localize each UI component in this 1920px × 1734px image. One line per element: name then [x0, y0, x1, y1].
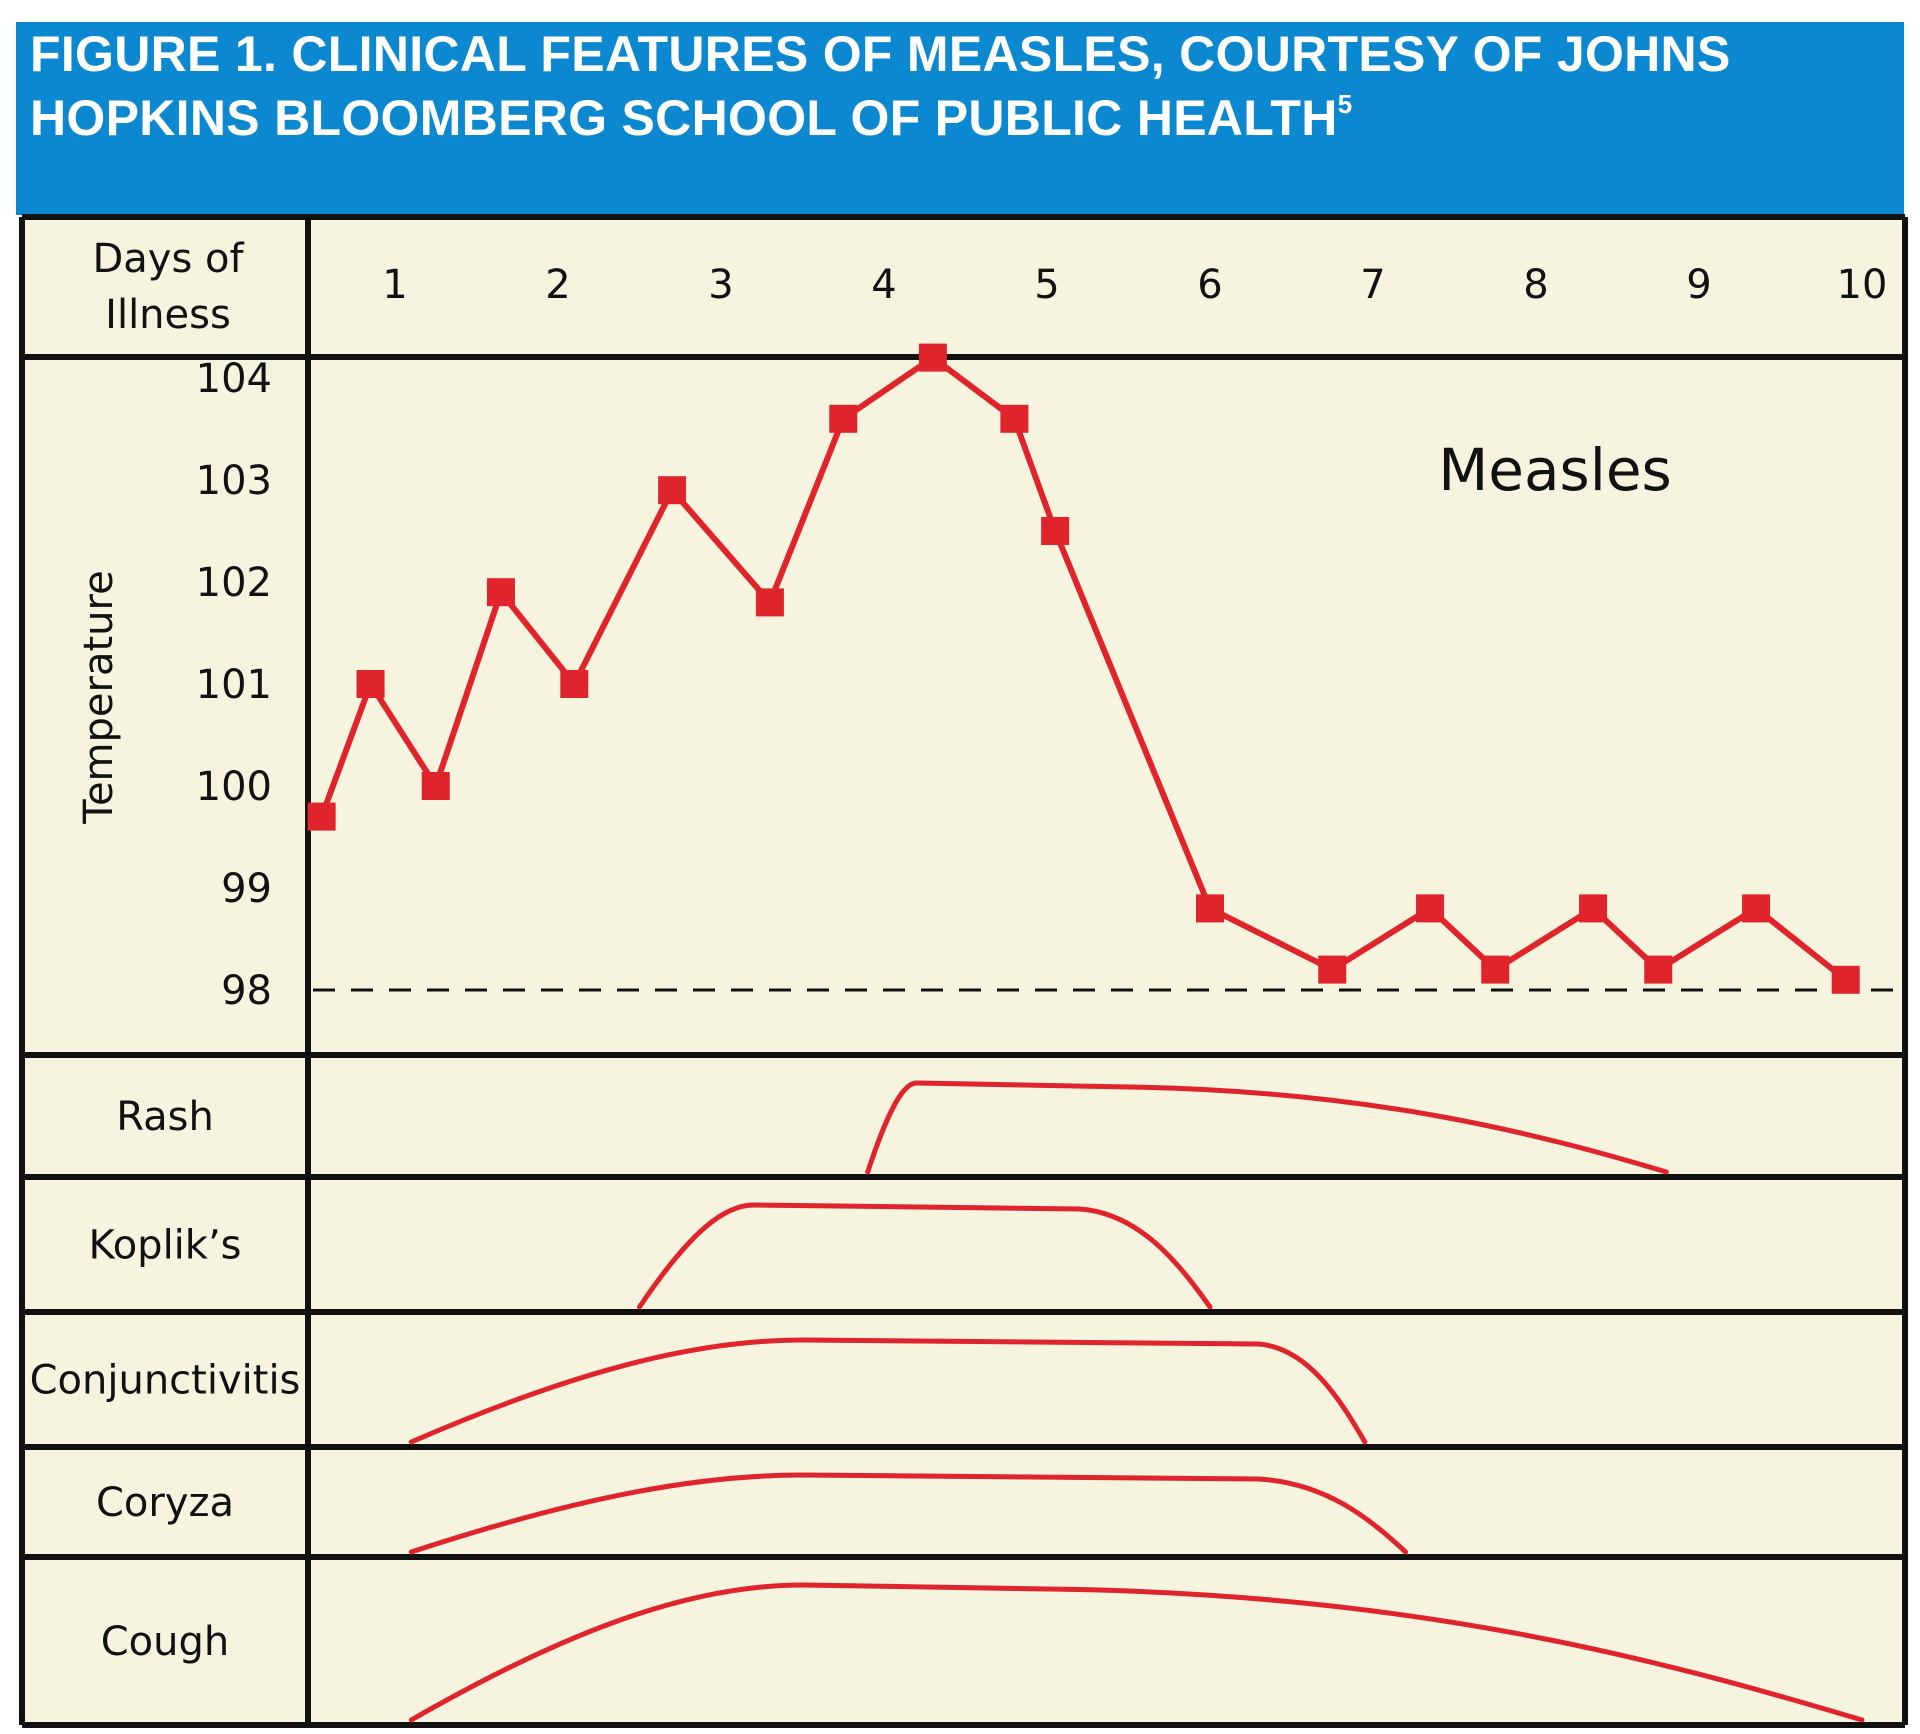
symptom-duration-curves [408, 1080, 1865, 1723]
symptom-row-labels: Rash Koplik’s Conjunctivitis Coryza Cough [30, 1094, 301, 1665]
chart-panel-background [22, 217, 1907, 1725]
symptom-curve-conjunctivitis [408, 1337, 1368, 1445]
days-of-illness-header-line2: Illness [105, 292, 231, 338]
table-grid [19, 214, 1908, 1728]
temperature-point [1831, 965, 1860, 994]
symptom-label-rash: Rash [116, 1094, 214, 1140]
symptom-curve-cough [408, 1582, 1865, 1723]
day-tick-5: 5 [1034, 262, 1059, 308]
figure-title: FIGURE 1. CLINICAL FEATURES OF MEASLES, … [30, 22, 1850, 150]
temperature-point [1742, 894, 1771, 923]
temperature-tick-labels: 104 103 102 101 100 99 98 [196, 356, 272, 1014]
day-tick-1: 1 [382, 262, 407, 308]
days-of-illness-header-line1: Days of [92, 236, 244, 282]
symptom-label-kopliks: Koplik’s [88, 1223, 241, 1269]
symptom-label-cough: Cough [101, 1619, 230, 1665]
title-banner [16, 22, 1904, 215]
temperature-point [1041, 517, 1070, 545]
day-tick-8: 8 [1523, 262, 1548, 308]
temp-tick-101: 101 [196, 662, 272, 708]
temp-tick-100: 100 [196, 764, 272, 810]
day-tick-9: 9 [1686, 262, 1711, 308]
temperature-point [560, 670, 589, 698]
temperature-point [421, 772, 450, 800]
day-tick-4: 4 [871, 262, 896, 308]
temperature-point [1000, 404, 1029, 433]
temperature-point [1579, 894, 1608, 923]
temperature-point [755, 588, 784, 617]
measles-series-label: Measles [1438, 436, 1672, 504]
temperature-point [1416, 894, 1445, 923]
day-tick-7: 7 [1360, 262, 1385, 308]
symptom-curve-rash [865, 1080, 1669, 1175]
temperature-point [1481, 955, 1510, 984]
temp-tick-103: 103 [196, 458, 272, 504]
temp-tick-102: 102 [196, 560, 272, 606]
figure-title-text: FIGURE 1. CLINICAL FEATURES OF MEASLES, … [30, 26, 1731, 146]
day-tick-6: 6 [1197, 262, 1222, 308]
temperature-point [1318, 955, 1347, 984]
symptom-curve-kopliks [637, 1202, 1213, 1310]
temperature-point [829, 404, 858, 433]
temperature-point [307, 802, 336, 831]
temperature-axis-label: Temperature [76, 570, 122, 824]
day-tick-3: 3 [708, 262, 733, 308]
temperature-point [1644, 955, 1673, 984]
symptom-label-coryza: Coryza [96, 1480, 234, 1526]
day-tick-2: 2 [545, 262, 570, 308]
temp-tick-104: 104 [196, 356, 272, 402]
temperature-point [356, 670, 385, 698]
day-tick-10: 10 [1837, 262, 1888, 308]
temp-tick-98: 98 [221, 968, 272, 1014]
temperature-point [658, 476, 687, 505]
day-tick-labels: 1 2 3 4 5 6 7 8 9 10 [382, 262, 1887, 308]
temperature-point [918, 343, 947, 372]
temp-tick-99: 99 [221, 866, 272, 912]
temperature-point [1196, 894, 1224, 923]
footnote-superscript: 5 [1337, 89, 1353, 119]
symptom-curve-coryza [408, 1472, 1409, 1555]
temperature-points [307, 343, 1860, 994]
temperature-point [486, 578, 515, 607]
symptom-label-conjunctivitis: Conjunctivitis [30, 1358, 301, 1404]
